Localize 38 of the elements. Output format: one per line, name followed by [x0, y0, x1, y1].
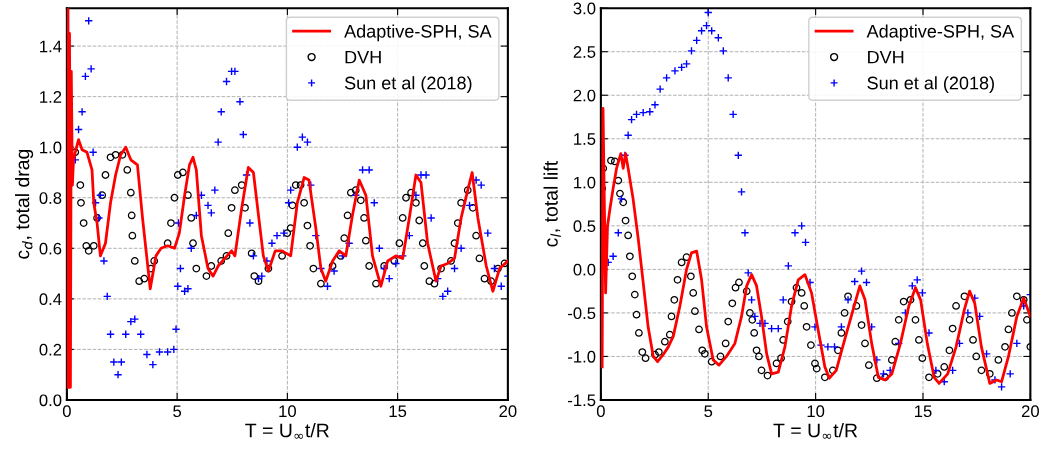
- y-tick-label: 0.2: [39, 343, 62, 356]
- y-tick-label: 0.0: [39, 394, 62, 407]
- legend-label: DVH: [868, 50, 904, 64]
- x-tick-label: 5: [173, 405, 182, 418]
- y-tick-label: -1.0: [568, 350, 596, 363]
- y-tick-label: 1.0: [40, 141, 62, 154]
- y-tick-label: -1.5: [568, 394, 596, 407]
- y-tick-label: 0.0: [573, 263, 596, 276]
- y-tick-label: -0.5: [568, 307, 596, 320]
- x-tick-label: 20: [499, 405, 517, 418]
- y-tick-label: 1.2: [40, 91, 62, 103]
- x-tick-label: 10: [807, 405, 825, 418]
- x-tick-label: 15: [915, 405, 932, 418]
- x-tick-label: 15: [389, 405, 407, 418]
- x-tick-label: 20: [1021, 405, 1039, 418]
- y-tick-label: 2.5: [573, 46, 596, 58]
- y-tick-label: 1.0: [574, 176, 596, 189]
- legend-label: Sun et al (2018): [867, 76, 994, 93]
- y-tick-label: 0.4: [39, 293, 62, 306]
- y-tick-label: 0.5: [573, 220, 596, 233]
- x-tick-label: 0: [596, 405, 605, 418]
- y-tick-label: 1.4: [40, 40, 62, 53]
- y-axis-title: c$_{l}$, total lift: [543, 160, 561, 247]
- x-axis-title: T = U$_{∞}$t/R: [245, 423, 329, 439]
- legend-label: DVH: [345, 50, 381, 64]
- y-tick-label: 0.6: [39, 242, 62, 255]
- x-axis-title: T = U$_{∞}$t/R: [773, 423, 858, 439]
- x-tick-label: 10: [279, 405, 296, 418]
- legend-label: Adaptive-SPH, SA: [344, 24, 492, 42]
- y-tick-label: 0.8: [39, 192, 62, 204]
- x-tick-label: 0: [62, 405, 71, 418]
- x-tick-label: 5: [704, 405, 713, 418]
- y-axis-title: c$_{d}$, total drag: [15, 149, 34, 259]
- y-tick-label: 2.0: [573, 89, 596, 102]
- y-tick-label: 3.0: [573, 2, 596, 15]
- legend-label: Adaptive-SPH, SA: [866, 24, 1015, 42]
- legend-label: Sun et al (2018): [344, 76, 472, 93]
- y-tick-label: 1.5: [574, 133, 596, 145]
